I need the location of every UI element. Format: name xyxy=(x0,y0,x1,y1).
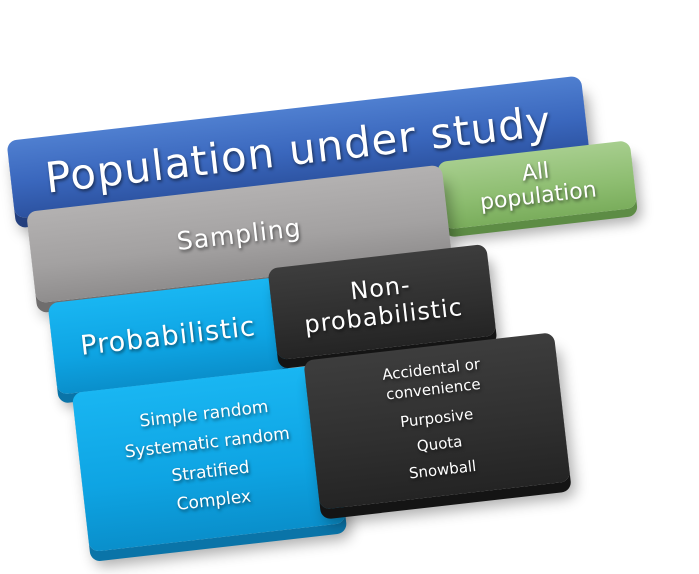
probabilistic-methods-block: Simple random Systematic random Stratifi… xyxy=(71,363,347,553)
sampling-label: Sampling xyxy=(175,212,303,256)
all-population-label-line2: population xyxy=(478,177,598,216)
non-probabilistic-methods-block: Accidental or convenience Purposive Quot… xyxy=(303,332,571,510)
method-purposive: Purposive xyxy=(399,404,475,432)
method-accidental-convenience: Accidental or convenience xyxy=(381,354,483,405)
probabilistic-label: Probabilistic xyxy=(78,310,258,362)
